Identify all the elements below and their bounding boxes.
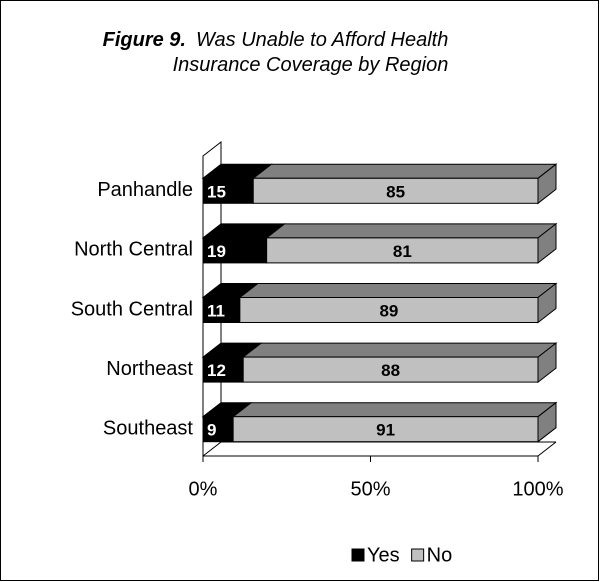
bar	[252, 177, 539, 204]
bar-end	[537, 222, 557, 264]
y-tick-label: Panhandle	[97, 179, 193, 201]
floor-edge	[537, 441, 557, 457]
y-tick-label: Northeast	[106, 358, 193, 380]
bar-top	[251, 163, 558, 179]
legend-swatch	[411, 548, 425, 562]
legend-label: No	[427, 544, 453, 566]
bar-top	[238, 283, 558, 298]
x-tick-label: 50%	[350, 478, 390, 500]
bar	[242, 356, 539, 383]
value-label: 11	[207, 301, 225, 320]
bar	[202, 297, 241, 323]
plot-area: 0% 50% 100% Panhandle 15 85 North Central 19 81 S…	[71, 140, 564, 566]
legend-label: Yes	[367, 544, 400, 566]
value-label: 91	[376, 421, 395, 440]
bar-end	[537, 163, 557, 205]
figure-label: Figure 9.	[102, 29, 186, 51]
title-text: Was Unable to Afford Health Insurance Co…	[172, 29, 449, 76]
bar	[232, 416, 539, 443]
value-label: 89	[379, 301, 398, 320]
x-tick-label: 0%	[189, 478, 218, 500]
bar	[202, 177, 254, 204]
y-tick-label: North Central	[74, 239, 193, 261]
y-tick-label: Southeast	[103, 417, 194, 439]
value-label: 81	[393, 242, 412, 261]
chart-title: Figure 9. Was Unable to Afford Health Ins…	[103, 28, 478, 78]
value-label: 88	[381, 361, 400, 380]
bar	[239, 297, 539, 323]
value-label: 19	[207, 242, 226, 261]
y-tick-label: South Central	[71, 298, 193, 320]
bar-top	[241, 342, 558, 358]
value-label: 15	[207, 182, 226, 201]
bar-top	[231, 402, 558, 418]
bar-end	[537, 282, 557, 324]
bar-top	[265, 223, 558, 239]
bar	[266, 237, 539, 264]
bar	[202, 416, 234, 443]
bar-end	[537, 342, 557, 384]
value-label: 85	[386, 182, 405, 201]
value-label: 12	[207, 361, 226, 380]
x-tick-label: 100%	[512, 478, 563, 500]
legend-swatch	[351, 548, 365, 562]
bar-end	[537, 401, 557, 443]
value-label: 9	[207, 421, 216, 440]
